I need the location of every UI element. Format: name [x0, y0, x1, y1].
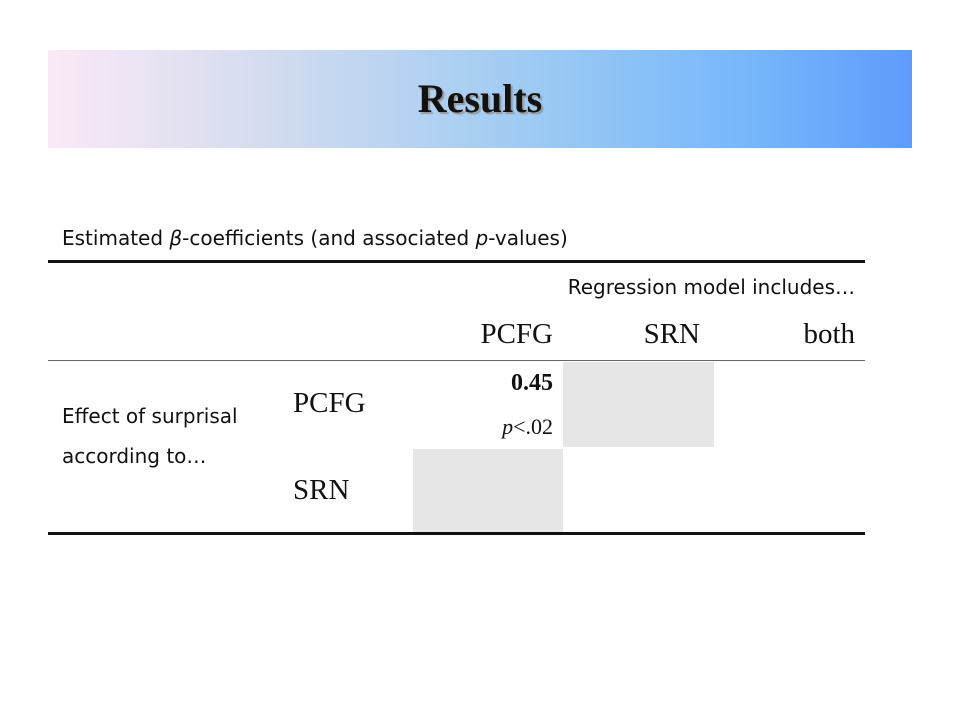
- slide-title: Results: [417, 76, 543, 121]
- table-caption: Estimated β-coefficients (and associated…: [62, 226, 568, 250]
- caption-text: -coefficients (and associated: [182, 226, 476, 250]
- p-value: p<.02: [413, 414, 553, 440]
- column-header: SRN: [643, 318, 700, 350]
- caption-symbol: β: [169, 226, 183, 250]
- column-header: PCFG: [480, 318, 553, 350]
- row-header: SRN: [293, 474, 350, 506]
- empty-cell: [413, 449, 563, 532]
- bottom-rule: [48, 532, 865, 535]
- empty-cell: [563, 362, 714, 447]
- estimate: 0.45: [511, 370, 553, 396]
- p-symbol: p: [502, 414, 514, 439]
- p-text: <.02: [513, 414, 553, 439]
- row-header: PCFG: [293, 387, 366, 419]
- caption-text: Estimated: [62, 226, 170, 250]
- top-rule: [48, 260, 865, 263]
- caption-symbol: p: [475, 226, 489, 250]
- row-group-label: Effect of surprisal according to…: [62, 404, 238, 468]
- column-header: both: [803, 318, 855, 350]
- title-banner: [48, 50, 912, 148]
- caption-text: -values): [488, 226, 568, 250]
- group-header: Regression model includes…: [567, 275, 855, 299]
- header-rule: [48, 360, 865, 361]
